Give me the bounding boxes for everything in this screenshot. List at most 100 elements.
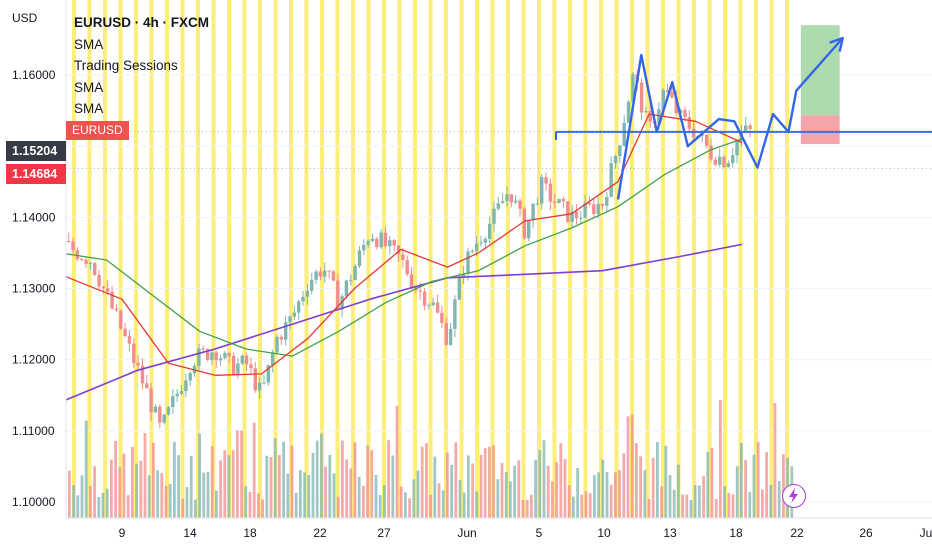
volume-bar: [756, 441, 760, 518]
volume-bar: [135, 463, 138, 518]
volume-bar: [551, 481, 554, 518]
candle-body: [396, 245, 401, 255]
candle-body: [661, 90, 665, 110]
volume-bars: [68, 400, 794, 518]
candle-body: [179, 391, 184, 394]
sma-slow-line: [59, 243, 743, 404]
volume-bar: [496, 479, 500, 518]
volume-bar: [248, 491, 252, 518]
position-zones[interactable]: [800, 25, 840, 145]
volume-bar: [282, 441, 285, 518]
volume-bar: [777, 481, 781, 518]
session-band: [506, 0, 510, 518]
candle-body: [314, 271, 318, 280]
session-band: [87, 0, 92, 518]
price-tick-label: 1.11000: [12, 424, 55, 438]
session-band: [676, 0, 681, 518]
candle-body: [605, 196, 609, 206]
volume-bar: [685, 494, 689, 518]
time-tick-label: 18: [729, 526, 743, 540]
session-band: [738, 0, 743, 518]
volume-bar: [727, 492, 731, 518]
session-band: [242, 0, 247, 518]
volume-bar: [265, 455, 269, 518]
volume-bar: [492, 445, 495, 518]
volume-bar: [177, 455, 180, 518]
projection-line: [616, 37, 844, 200]
candle-body: [626, 101, 631, 123]
candle-body: [409, 274, 414, 288]
session-band: [428, 0, 433, 518]
session-band: [754, 0, 758, 518]
candle-body: [171, 396, 175, 408]
indicator-sma-1[interactable]: SMA: [74, 36, 104, 52]
price-tick-label: 1.16000: [12, 68, 56, 82]
candle-body: [197, 348, 201, 366]
volume-bar: [626, 416, 630, 518]
volume-bar: [706, 452, 710, 518]
volume-bar: [509, 481, 512, 518]
candle-body: [687, 117, 691, 129]
volume-bar: [210, 446, 214, 518]
candle-body: [331, 271, 336, 281]
time-tick-label: 5: [536, 526, 543, 540]
candle-body: [275, 336, 279, 353]
candle-body: [561, 199, 566, 202]
candle-body: [570, 211, 574, 222]
candle-body: [440, 312, 444, 323]
volume-bar: [261, 499, 264, 518]
candle-body: [327, 270, 331, 272]
candle-body: [574, 211, 579, 219]
volume-bar: [349, 468, 353, 518]
session-band: [444, 0, 448, 518]
candle-body: [297, 301, 301, 313]
indicator-sma-3[interactable]: SMA: [74, 101, 104, 116]
volume-bar: [672, 489, 676, 518]
candle-body: [214, 352, 218, 361]
candle-body: [153, 406, 158, 413]
volume-bar: [105, 488, 109, 518]
candle-body: [474, 243, 479, 251]
stop-zone: [800, 115, 840, 145]
time-axis[interactable]: 9 14 18 22 27 Jun 5 10 13 18 22 26 Ju: [66, 517, 932, 550]
volume-bar: [320, 433, 323, 518]
volume-bar: [215, 490, 218, 518]
volume-bar: [462, 492, 466, 518]
candle-body: [149, 388, 153, 413]
volume-bar: [593, 475, 596, 518]
volume-bar: [681, 494, 684, 518]
candle-body: [370, 238, 375, 242]
symbol-title[interactable]: EURUSD · 4h · FXCM: [74, 15, 209, 30]
session-band: [692, 0, 696, 518]
indicator-sma-2[interactable]: SMA: [74, 79, 104, 95]
session-band: [630, 0, 634, 518]
indicator-trading-sessions[interactable]: Trading Sessions: [74, 58, 178, 73]
candle-body: [613, 156, 618, 164]
volume-bar: [374, 475, 378, 518]
time-tick-label: 22: [790, 526, 804, 540]
candle-body: [427, 304, 431, 306]
current-price-label: 1.15204: [6, 141, 66, 161]
candle-body: [691, 128, 696, 138]
volume-bar: [332, 473, 336, 518]
price-tick-label: 1.13000: [12, 282, 56, 296]
volume-bar: [294, 492, 298, 518]
session-band: [335, 0, 340, 518]
time-tick-label: 14: [183, 526, 197, 540]
candle-body: [431, 302, 435, 305]
volume-bar: [429, 494, 432, 518]
volume-bar: [114, 440, 117, 518]
candle-body: [93, 262, 97, 275]
horizontal-level-line[interactable]: [66, 130, 932, 170]
candle-body: [470, 250, 474, 252]
projection-path[interactable]: [616, 36, 844, 200]
volume-bar: [614, 472, 617, 518]
volume-bar: [748, 492, 752, 518]
lightning-icon[interactable]: [782, 484, 806, 508]
candle-body: [101, 286, 106, 289]
price-axis[interactable]: 1.160001.150001.140001.130001.120001.110…: [0, 0, 67, 550]
time-tick-label: 27: [377, 526, 391, 540]
candle-body: [240, 355, 244, 364]
candle-body: [609, 163, 613, 197]
